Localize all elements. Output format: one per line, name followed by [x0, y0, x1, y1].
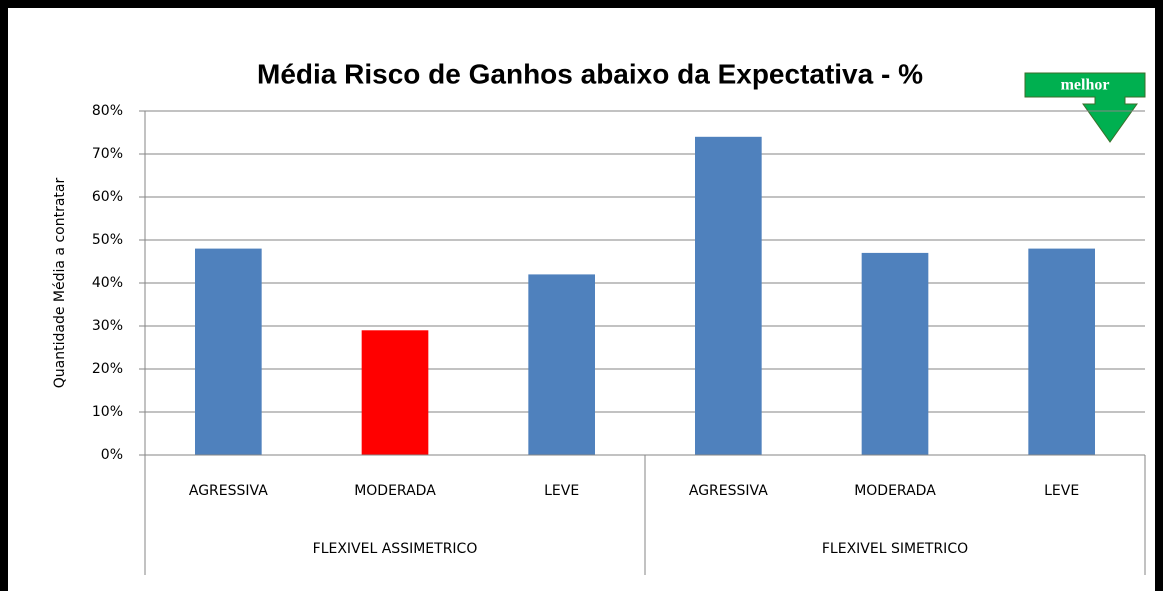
y-tick-label: 80% — [92, 103, 123, 119]
y-tick-label: 10% — [92, 404, 123, 420]
x-tick-label: MODERADA — [354, 483, 436, 499]
x-tick-label: MODERADA — [854, 483, 936, 499]
x-tick-label: AGRESSIVA — [689, 483, 768, 499]
y-axis-label: Quantidade Média a contratar — [52, 178, 68, 389]
x-tick-label: LEVE — [1044, 483, 1079, 499]
arrow-marker — [1024, 72, 1146, 143]
y-tick-label: 60% — [92, 189, 123, 205]
bar — [361, 330, 429, 455]
y-tick-label: 20% — [92, 361, 123, 377]
chart-title: Média Risco de Ganhos abaixo da Expectat… — [257, 58, 923, 89]
bar — [695, 136, 762, 456]
x-tick-label: AGRESSIVA — [189, 483, 268, 499]
y-tick-label: 40% — [92, 275, 123, 291]
y-tick-label: 0% — [101, 447, 123, 463]
bar — [861, 252, 929, 455]
y-tick-label: 30% — [92, 318, 123, 334]
x-tick-label: LEVE — [544, 483, 579, 499]
y-tick-label: 50% — [92, 232, 123, 248]
group-label: FLEXIVEL ASSIMETRICO — [313, 541, 478, 557]
group-label: FLEXIVEL SIMETRICO — [822, 541, 968, 557]
bar — [1028, 248, 1095, 455]
y-tick-label: 70% — [92, 146, 123, 162]
bar — [195, 248, 262, 455]
bar — [528, 274, 595, 455]
annotation: melhor — [1061, 77, 1110, 94]
